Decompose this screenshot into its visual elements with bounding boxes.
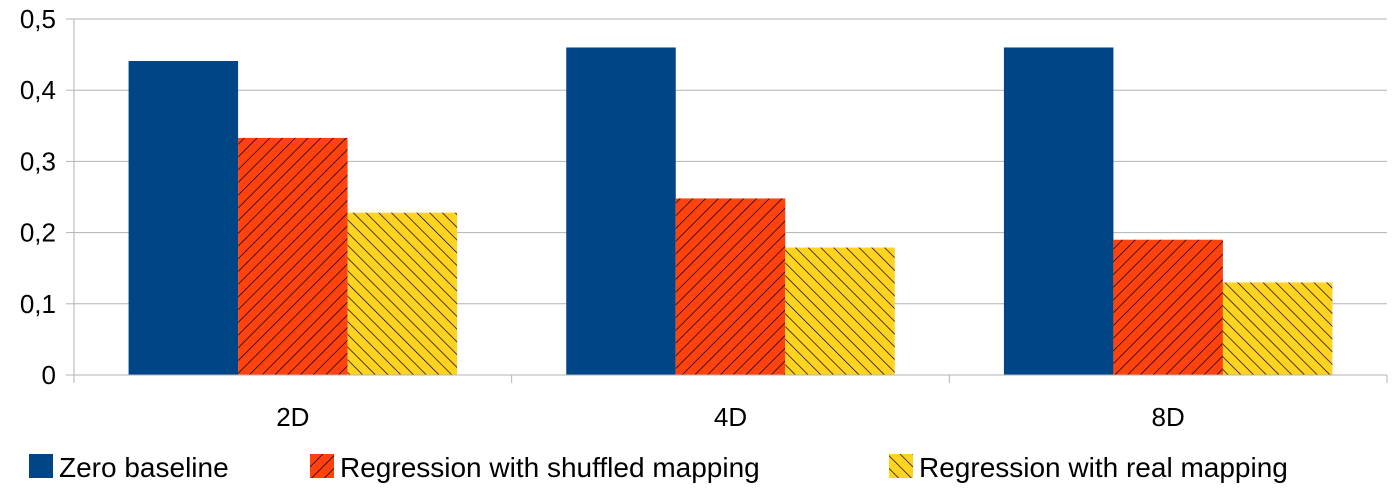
bar-2d-series-1 [128,61,239,376]
y-tick-label: 0,3 [20,146,56,176]
legend-label: Zero baseline [59,452,229,483]
y-tick-label: 0,5 [20,4,56,34]
legend-swatch [29,454,53,478]
legend: Zero baseline Regression with shuffled ma… [29,452,1288,483]
bar-2d-series-3 [347,212,458,375]
axes: 0 0,1 0,2 0,3 0,4 0,5 2D 4D 8D [20,4,1388,432]
bar-2d-series-2 [238,137,348,375]
legend-swatch [889,454,913,478]
bar-4d-series-1 [566,47,676,375]
x-tick-label: 4D [714,402,747,432]
legend-label: Regression with real mapping [919,452,1288,483]
y-tick-label: 0,2 [20,218,56,248]
bar-8d-series-3 [1222,282,1333,375]
bar-8d-series-1 [1003,47,1114,375]
bar-8d-series-2 [1113,239,1223,375]
bar-4d-series-3 [785,247,895,375]
bars [128,47,1333,376]
x-tick-label: 8D [1152,402,1185,432]
x-tick-label: 2D [276,402,309,432]
y-tick-label: 0,4 [20,75,56,105]
legend-swatch [310,454,334,478]
y-tick-label: 0 [42,360,56,390]
legend-label: Regression with shuffled mapping [340,452,760,483]
bar-4d-series-2 [675,198,786,375]
y-tick-label: 0,1 [20,289,56,319]
